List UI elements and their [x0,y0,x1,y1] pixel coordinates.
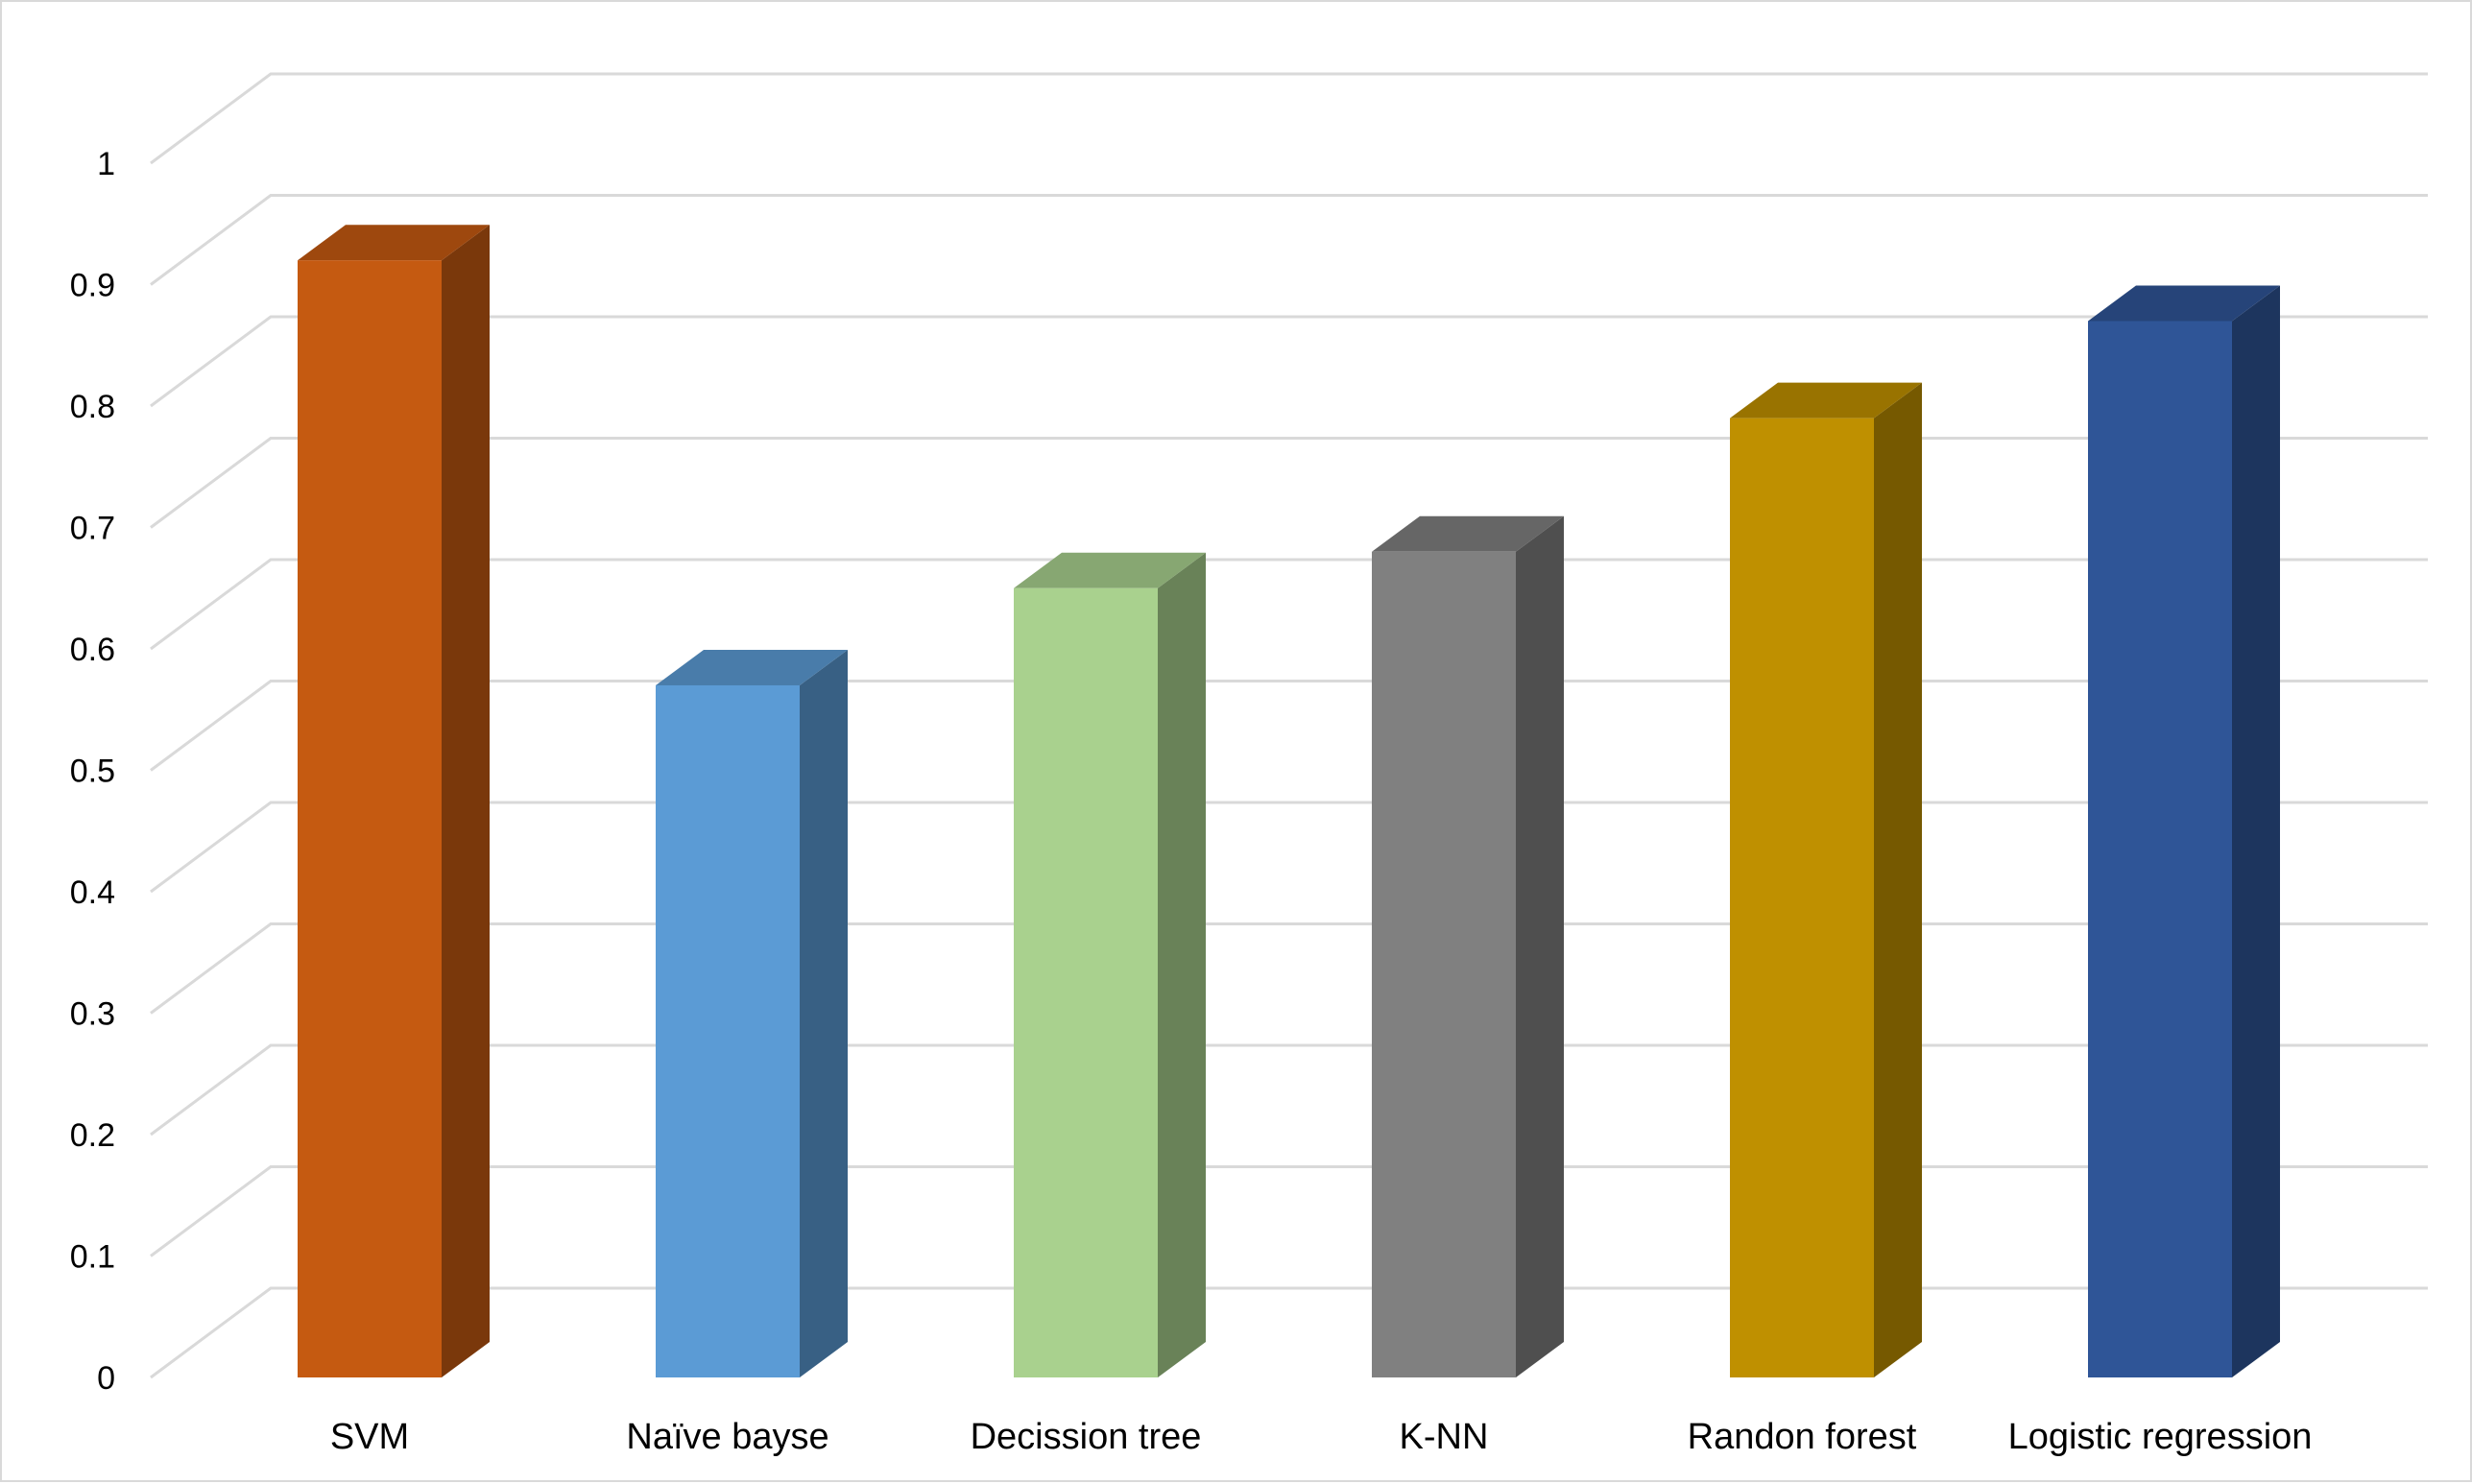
y-tick-label: 0.4 [70,874,115,911]
bar [1730,382,1922,1377]
bar [656,649,848,1377]
gridline [150,680,2428,772]
bar-front [298,260,442,1378]
gridline [150,194,2428,286]
x-axis-labels: SVM Naïve bayse Decission tree K-NN Randon f… [330,1417,2313,1457]
bar-front [2088,321,2232,1378]
gridline [150,315,2428,408]
bar-side [1874,382,1922,1377]
bar-front [656,684,800,1377]
bar-top [656,649,848,685]
y-tick-label: 0 [97,1360,115,1397]
bar [298,225,490,1378]
bar-side [1516,515,1564,1377]
bar-top [1014,552,1206,588]
x-category-label: K-NN [1400,1417,1489,1457]
bar [1014,552,1206,1377]
bar-top [1730,382,1922,419]
bar [2088,285,2280,1378]
gridline [150,1043,2428,1137]
bar-front [1372,551,1516,1377]
bar-side [1158,552,1206,1377]
grid-layer [150,72,2428,1379]
bar-side [2232,285,2280,1378]
bar [1372,515,1564,1377]
y-tick-label: 0.3 [70,996,115,1033]
gridline [150,801,2428,894]
y-tick-label: 0.7 [70,511,115,547]
y-tick-label: 0.9 [70,268,115,304]
gridline [150,72,2428,165]
bar-side [442,225,490,1378]
y-tick-label: 0.8 [70,389,115,425]
gridline [150,1286,2428,1379]
x-category-label: Randon forest [1688,1417,1917,1457]
y-tick-label: 1 [97,146,115,182]
gridline [150,922,2428,1015]
y-tick-label: 0.5 [70,754,115,790]
y-tick-label: 0.6 [70,632,115,668]
bar-top [1372,515,1564,552]
x-category-label: Logistic regression [2008,1417,2313,1457]
x-category-label: Decission tree [971,1417,1202,1457]
gridline [150,1165,2428,1257]
x-category-label: SVM [330,1417,409,1457]
bar-front [1730,418,1874,1377]
bar-top [298,225,490,261]
gridline [150,437,2428,529]
y-axis-ticks: 0 0.1 0.2 0.3 0.4 0.5 0.6 0.7 0.8 0.9 1 [70,146,115,1397]
bar-front [1014,587,1158,1377]
gridline [150,558,2428,651]
bars-layer [298,225,2280,1378]
y-tick-label: 0.1 [70,1239,115,1276]
bar-top [2088,285,2280,322]
y-tick-label: 0.2 [70,1117,115,1154]
x-category-label: Naïve bayse [626,1417,828,1457]
bar-side [800,649,848,1377]
